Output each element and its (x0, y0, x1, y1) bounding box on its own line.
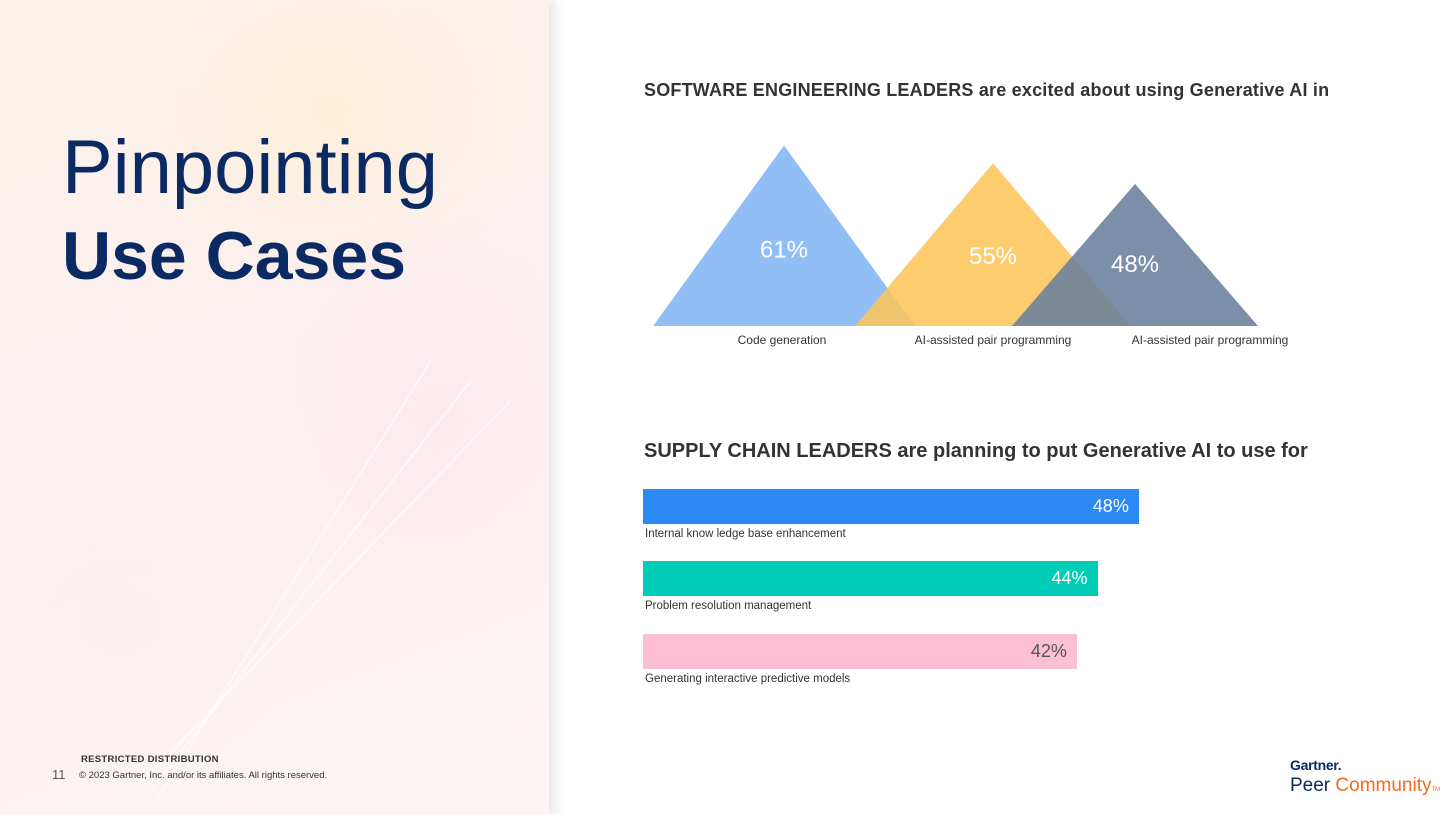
left-panel: Pinpointing Use Cases RESTRICTED DISTRIB… (0, 0, 549, 815)
background-stripe (154, 360, 432, 803)
bar-category-label: Problem resolution management (645, 600, 812, 612)
background-stripe (148, 400, 512, 776)
bar-value-label: 42% (1030, 641, 1067, 661)
logo-trademark: TM (1431, 787, 1441, 793)
horizontal-bar-1: 48% (643, 489, 1139, 524)
triangle-value-label: 55% (969, 243, 1017, 270)
gartner-logo: Gartner. (1290, 757, 1342, 773)
triangle-chart: 61% Code generation 55% AI-assisted pair pr… (653, 145, 1289, 347)
bar-value-label: 48% (1092, 496, 1129, 516)
bar-category-label: Generating interactive predictive models (645, 673, 851, 685)
triangle-category-label: Code generation (738, 333, 827, 347)
copyright-notice: © 2023 Gartner, Inc. and/or its affiliat… (79, 770, 328, 781)
background-stripe (149, 380, 472, 791)
software-section-title: SOFTWARE ENGINEERING LEADERS are excited… (644, 80, 1330, 100)
triangle-category-label: AI-assisted pair programming (915, 333, 1072, 347)
triangle-value-label: 48% (1111, 251, 1159, 278)
logo-peer-text: Peer (1290, 775, 1331, 796)
horizontal-bar-3: 42% (643, 634, 1077, 669)
page-number: 11 (52, 767, 66, 782)
logo-community-text: Community (1335, 775, 1432, 796)
slide-title-line2: Use Cases (62, 218, 407, 294)
triangle-value-label: 61% (760, 236, 808, 263)
supply-section-title: SUPPLY CHAIN LEADERS are planning to put… (644, 440, 1308, 462)
triangle-category-label: AI-assisted pair programming (1132, 333, 1289, 347)
restricted-label: RESTRICTED DISTRIBUTION (81, 754, 219, 765)
bar-category-label: Internal know ledge base enhancement (645, 528, 846, 540)
peer-community-logo: Peer CommunityTM (1290, 775, 1440, 797)
triangle-bar-3 (1012, 183, 1258, 326)
triangle-bar-1 (653, 145, 915, 326)
bar-value-label: 44% (1051, 568, 1088, 588)
slide-title-line1: Pinpointing (62, 125, 439, 210)
horizontal-bar-2: 44% (643, 561, 1098, 596)
